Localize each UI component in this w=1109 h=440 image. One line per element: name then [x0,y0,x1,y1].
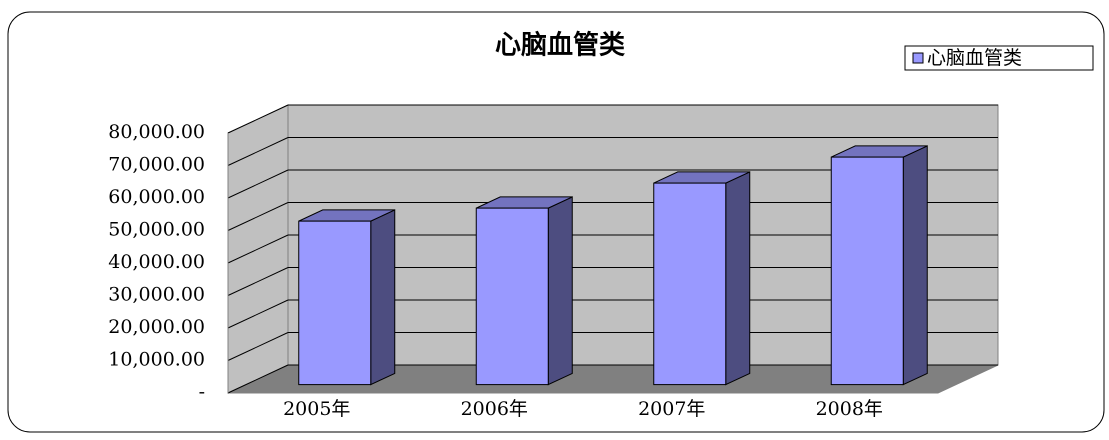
grid-line [227,299,289,329]
bar [653,182,727,386]
grid-line [227,169,289,199]
x-tick-label: 2006年 [461,398,528,420]
y-tick-label: 10,000.00 [108,349,205,371]
chart-title: 心脑血管类 [495,31,625,61]
x-tick-label: 2005年 [283,398,350,420]
x-tick-label: 2008年 [816,398,883,420]
legend-box [904,45,1094,71]
x-tick-label: 2007年 [638,398,705,420]
y-tick-label: 70,000.00 [108,154,205,176]
grid-line [227,234,289,264]
bar [830,156,904,386]
y-tick-label: 50,000.00 [108,219,205,241]
bar-side [902,145,928,386]
bar-side [370,209,396,386]
y-tick-label: 30,000.00 [108,284,205,306]
grid-line [227,137,289,166]
grid-line [227,332,289,361]
y-tick-label: 60,000.00 [108,186,205,208]
y-tick-label: 20,000.00 [108,316,205,338]
y-tick-label: - [199,381,205,403]
y-tick-label: 40,000.00 [108,251,205,273]
bar-side [725,171,751,386]
y-tick-label: 80,000.00 [108,121,205,143]
grid-line [227,104,289,134]
grid-line [227,202,289,231]
bar-side [547,196,573,386]
grid-line [227,364,289,394]
bar [298,220,372,386]
grid-line [227,267,289,296]
legend-swatch [912,52,924,64]
bar [475,207,549,386]
legend-label: 心脑血管类 [927,47,1022,69]
